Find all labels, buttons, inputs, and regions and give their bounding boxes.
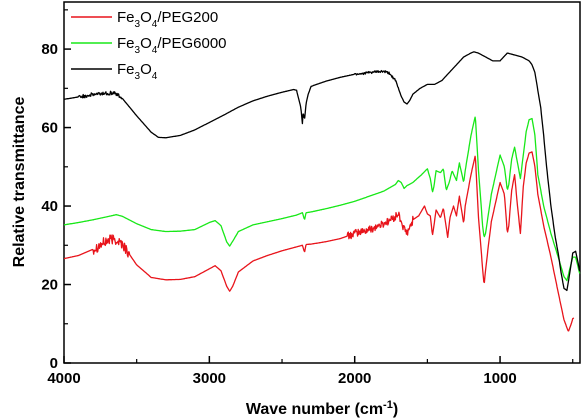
y-tick-label: 40 — [41, 198, 58, 215]
legend: Fe3O4/PEG200 Fe3O4/PEG6000 Fe3O4 — [71, 9, 227, 82]
x-tick-label: 3000 — [193, 370, 226, 387]
y-tick-label: 20 — [41, 277, 58, 294]
series-line-1 — [63, 116, 581, 282]
y-tick-label: 60 — [41, 120, 58, 137]
legend-label: Fe3O4/PEG200 — [117, 9, 218, 30]
y-tick-label: 0 — [50, 355, 58, 372]
series-line-0 — [63, 151, 575, 332]
x-axis-title: Wave number (cm-1) — [246, 399, 398, 418]
y-axis-title: Relative transmittance — [11, 97, 28, 268]
x-tick-label: 4000 — [47, 370, 80, 387]
legend-label: Fe3O4/PEG6000 — [117, 35, 227, 56]
x-axis-title-end: ) — [393, 401, 398, 418]
legend-label: Fe3O4 — [117, 61, 158, 82]
x-tick-label: 1000 — [483, 370, 516, 387]
ticks-layer: 4000 3000 2000 1000 0 20 40 60 80 — [41, 9, 574, 387]
y-tick-label: 80 — [41, 41, 58, 58]
x-axis-title-sup: -1 — [383, 399, 393, 411]
x-tick-label: 2000 — [338, 370, 371, 387]
series-layer — [63, 51, 581, 332]
series-line-2 — [63, 51, 581, 292]
x-axis-title-main: Wave number (cm — [246, 401, 383, 418]
plot-frame — [63, 1, 581, 364]
